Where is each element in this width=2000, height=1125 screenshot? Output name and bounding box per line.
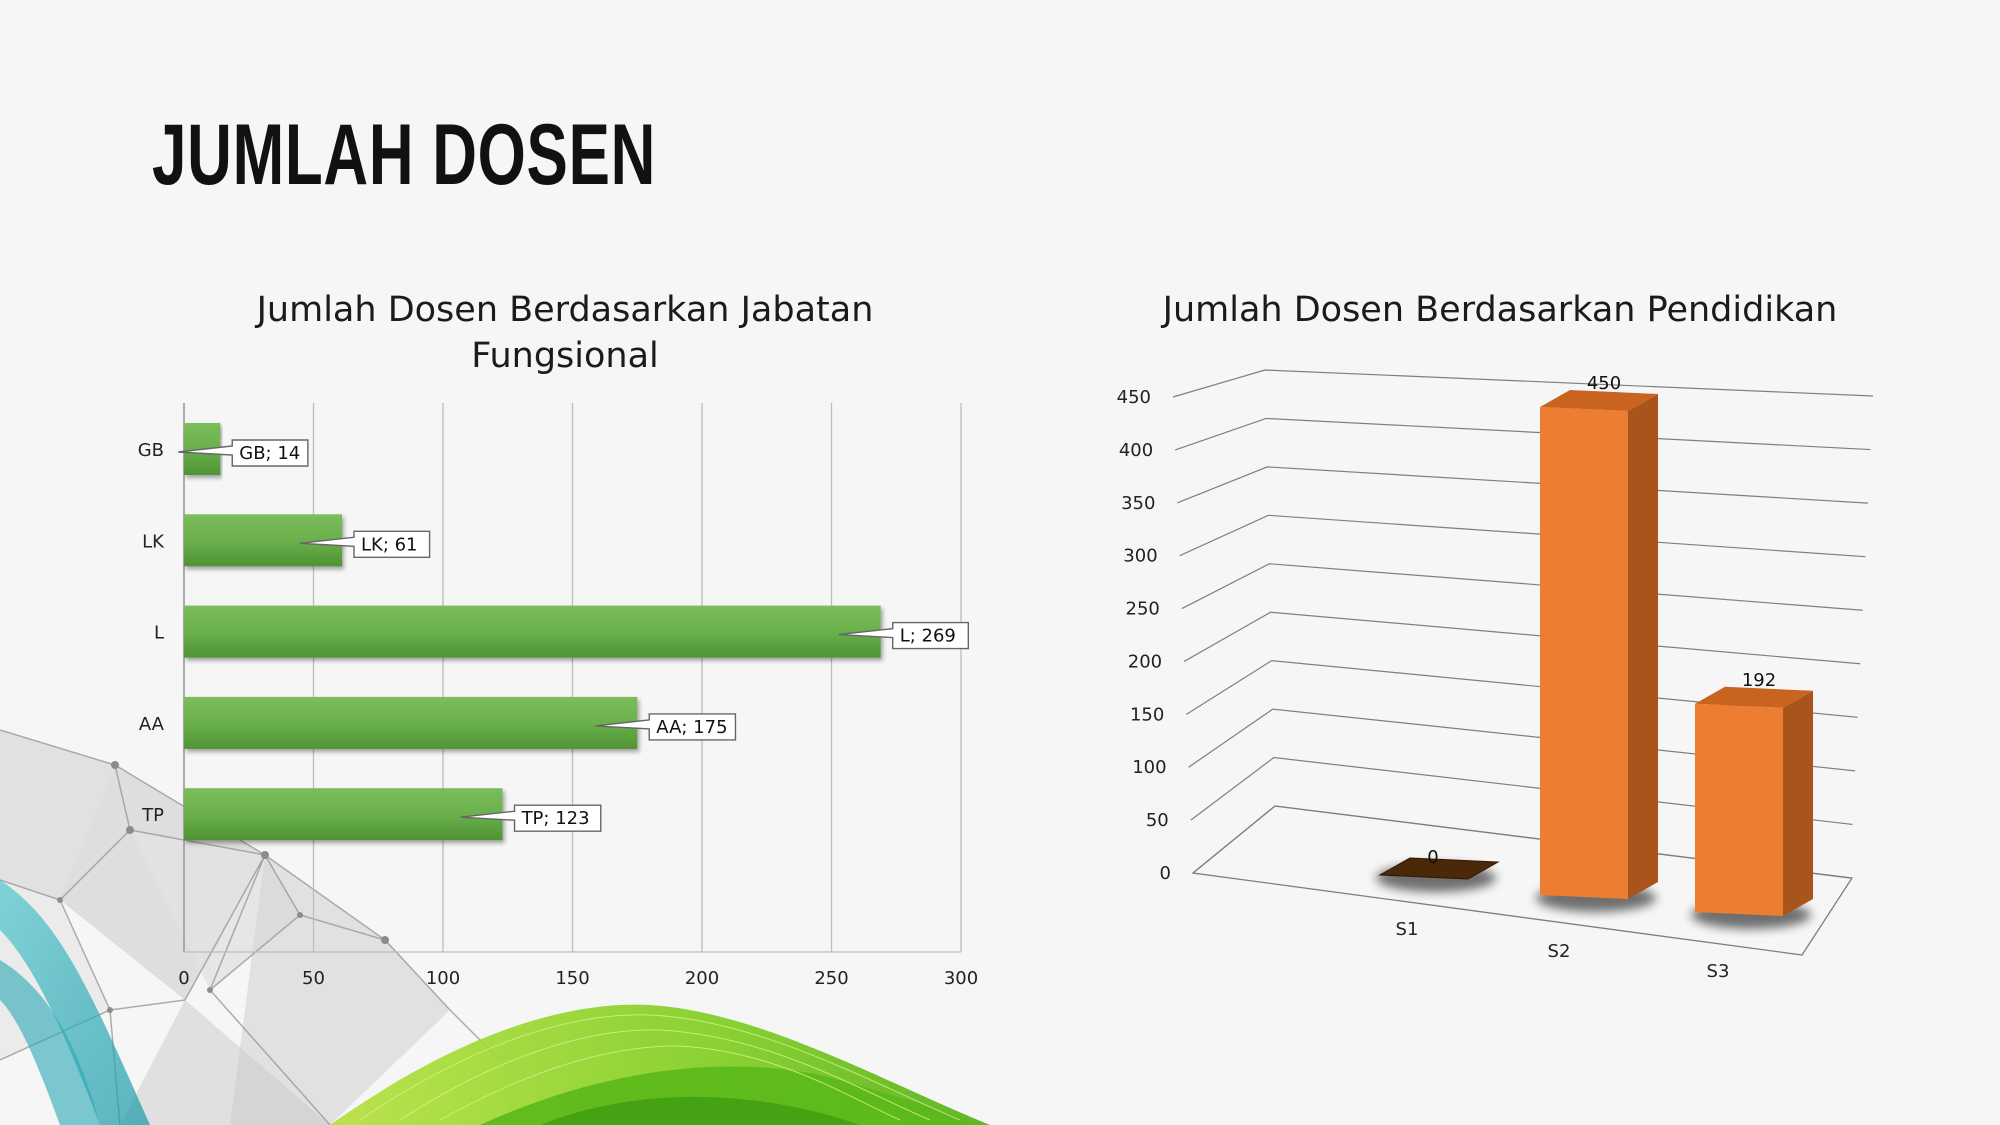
- bar-data-callout: L; 269: [838, 621, 970, 650]
- column-gridline: [1190, 756, 1853, 826]
- column-data-label: 0: [1427, 847, 1438, 868]
- bar-x-tick: 50: [302, 968, 325, 989]
- column-s1: [1376, 857, 1500, 892]
- bar-x-tick: 200: [685, 968, 719, 989]
- bar-aa: [184, 696, 638, 749]
- bar-x-tick: 0: [178, 968, 189, 989]
- bar-data-callout-box: [299, 530, 431, 558]
- bar-x-tick: 100: [426, 968, 460, 989]
- bar-category-label: LK: [142, 531, 165, 552]
- column-gridline: [1181, 563, 1863, 611]
- bar-data-label: L; 269: [900, 626, 956, 647]
- bar-x-tick: 300: [944, 968, 978, 989]
- bar-x-tick: 150: [555, 968, 589, 989]
- column-chart-title: Jumlah Dosen Berdasarkan Pendidikan: [1162, 290, 1838, 330]
- bar-data-callout: TP; 123: [460, 804, 602, 832]
- bar-chart-title: Jumlah Dosen Berdasarkan Jabatan Fungsio…: [256, 290, 874, 376]
- column-y-tick: 250: [1126, 599, 1160, 620]
- column-category-label: S1: [1396, 919, 1419, 940]
- column-y-tick: 450: [1117, 387, 1151, 408]
- bar-category-label: GB: [138, 440, 164, 461]
- column-s3: [1691, 686, 1813, 929]
- bar-tp: [184, 788, 503, 841]
- bar-data-callout-box: [838, 621, 970, 650]
- column-y-tick: 0: [1160, 863, 1171, 884]
- column-y-tick: 200: [1128, 651, 1162, 672]
- column-gridline: [1175, 417, 1871, 451]
- bar-data-label: LK; 61: [361, 534, 418, 555]
- bar-data-callout-box: [178, 439, 309, 467]
- column-data-label: 450: [1587, 373, 1621, 394]
- bar-data-label: GB; 14: [239, 443, 300, 464]
- column-y-tick: 50: [1146, 810, 1169, 831]
- column-y-tick: 400: [1119, 440, 1153, 461]
- slide-title: JUMLAH DOSEN: [152, 107, 657, 203]
- bar-data-label: TP; 123: [521, 808, 590, 829]
- column-s2: [1536, 390, 1658, 912]
- bar-data-callout: LK; 61: [299, 530, 431, 558]
- bar-data-callout-box: [595, 713, 737, 741]
- column-y-tick: 300: [1123, 546, 1157, 567]
- column-gridline: [1188, 708, 1856, 772]
- column-gridline: [1172, 369, 1874, 398]
- bar-data-label: AA; 175: [656, 717, 727, 738]
- bar-category-label: L: [154, 623, 164, 644]
- column-category-label: S2: [1548, 941, 1571, 962]
- column-gridline: [1183, 611, 1861, 665]
- bar-data-callout-box: [460, 804, 602, 832]
- bar-category-label: TP: [141, 805, 164, 826]
- column-gridline: [1177, 466, 1868, 504]
- column-category-label: S3: [1707, 961, 1730, 982]
- column-data-label: 192: [1742, 670, 1776, 691]
- column-gridline: [1179, 514, 1866, 558]
- bar-l: [184, 605, 881, 658]
- column-y-tick: 350: [1121, 493, 1155, 514]
- bar-lk: [184, 514, 342, 567]
- bar-data-callout: AA; 175: [595, 713, 737, 741]
- bar-category-label: AA: [139, 714, 165, 735]
- bar-data-callout: GB; 14: [178, 439, 309, 467]
- column-gridline: [1186, 660, 1858, 718]
- column-y-tick: 100: [1132, 757, 1166, 778]
- column-y-tick: 150: [1130, 704, 1164, 725]
- bar-x-tick: 250: [814, 968, 848, 989]
- column-floor: [1191, 805, 1854, 956]
